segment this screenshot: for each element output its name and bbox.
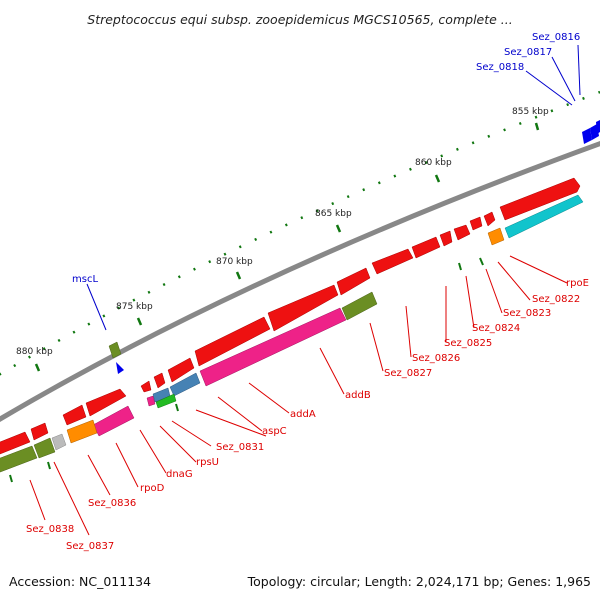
gene-sez0826 [411, 236, 441, 259]
footer-summary: Topology: circular; Length: 2,024,171 bp… [247, 574, 591, 589]
gene-label-rpsU[interactable]: rpsU [196, 457, 219, 468]
scale-major-ticks [34, 122, 540, 372]
scale-label-875: 875 kbp [116, 302, 153, 312]
genome-backbone [0, 140, 600, 422]
gene-sez0825 [439, 230, 453, 247]
gene-orange-2 [66, 419, 98, 444]
gene-label-sez0826[interactable]: Sez_0826 [412, 353, 460, 364]
gene-label-addA[interactable]: addA [290, 409, 316, 420]
gene-pink-1 [199, 307, 347, 387]
gene-label-sez0827[interactable]: Sez_0827 [384, 368, 432, 379]
gene-olive-1 [341, 291, 378, 321]
red-leader-lines [29, 255, 568, 536]
gene-label-sez0837[interactable]: Sez_0837 [66, 541, 114, 552]
outer-genes [108, 120, 600, 374]
gene-sez0837 [30, 422, 49, 441]
scale-label-880: 880 kbp [16, 347, 53, 357]
gene-gray [51, 433, 67, 451]
gene-rpoE [499, 177, 581, 221]
gene-label-sez0831[interactable]: Sez_0831 [216, 442, 264, 453]
blue-leader-lines [86, 44, 581, 331]
gene-aspC [194, 316, 271, 367]
gene-label-sez0823[interactable]: Sez_0823 [503, 308, 551, 319]
gene-blue-arrow-4 [596, 120, 600, 134]
gene-label-rpoE[interactable]: rpoE [566, 278, 589, 289]
scale-label-870: 870 kbp [216, 257, 253, 267]
gene-steel [169, 372, 201, 397]
gene-label-sez0838[interactable]: Sez_0838 [26, 524, 74, 535]
gene-label-sez0816[interactable]: Sez_0816 [532, 32, 580, 43]
gene-label-sez0817[interactable]: Sez_0817 [504, 47, 552, 58]
gene-addB [336, 267, 371, 296]
gene-label-aspC[interactable]: aspC [262, 426, 287, 437]
gene-rpoD [85, 388, 127, 417]
gene-orange-1 [487, 227, 505, 246]
gene-addA [267, 284, 339, 332]
gene-label-rpoD[interactable]: rpoD [140, 483, 165, 494]
gene-sez0822 [483, 211, 496, 227]
gene-cyan [504, 194, 584, 239]
gene-pink-small [146, 395, 156, 407]
map-title: Streptococcus equi subsp. zooepidemicus … [87, 12, 512, 27]
feature-ticks [9, 257, 484, 483]
gene-label-dnaG[interactable]: dnaG [166, 469, 193, 480]
forward-strand-genes [0, 177, 581, 455]
scale-label-860: 860 kbp [415, 158, 452, 168]
gene-sez0838 [0, 431, 31, 455]
gene-blue-arrow-2 [582, 128, 592, 144]
reverse-strand-genes [0, 194, 584, 473]
gene-label-sez0818[interactable]: Sez_0818 [476, 62, 524, 73]
gene-olive-2 [33, 437, 56, 459]
scale-label-865: 865 kbp [315, 209, 352, 219]
gene-label-sez0822[interactable]: Sez_0822 [532, 294, 580, 305]
footer-accession: Accession: NC_011134 [9, 574, 151, 589]
gene-dnaG [140, 380, 152, 393]
gene-sez0824 [453, 224, 471, 241]
gene-label-addB[interactable]: addB [345, 390, 371, 401]
gene-blue-arrow-1 [116, 362, 124, 374]
gene-rpsU [153, 372, 166, 389]
scale-label-855: 855 kbp [512, 107, 549, 117]
gene-label-sez0836[interactable]: Sez_0836 [88, 498, 136, 509]
gene-sez0836 [62, 404, 87, 426]
gene-label-sez0825[interactable]: Sez_0825 [444, 338, 492, 349]
gene-olive-3 [0, 445, 38, 473]
gene-green [155, 393, 177, 409]
gene-label-sez0824[interactable]: Sez_0824 [472, 323, 520, 334]
gene-label-mscL[interactable]: mscL [72, 274, 98, 285]
scale-arc [0, 90, 600, 376]
gene-mscL [108, 341, 122, 359]
gene-sez0823 [469, 216, 483, 231]
gene-sez0827 [371, 248, 414, 275]
gene-sez0831 [167, 357, 195, 383]
